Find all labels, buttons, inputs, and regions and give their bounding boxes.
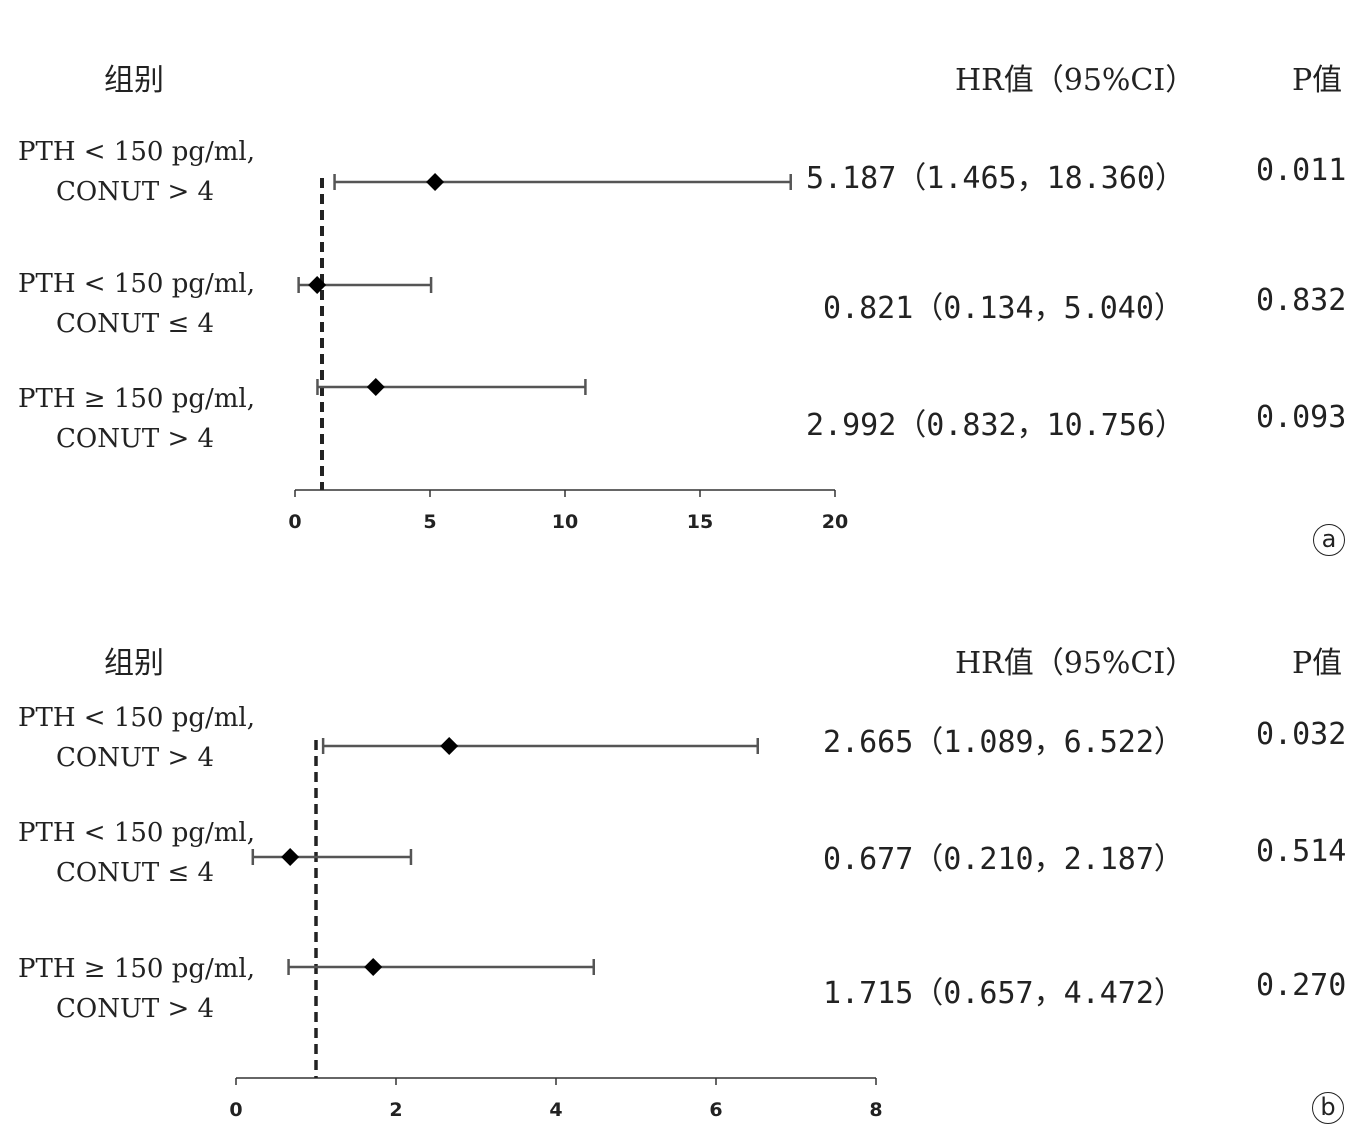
- p-header: P值: [1292, 63, 1343, 98]
- hr-ci-text: 5.187（1.465，18.360）: [806, 161, 1185, 196]
- group-label-line2: CONUT > 4: [56, 177, 215, 207]
- hr-ci-text: 2.992（0.832，10.756）: [806, 408, 1185, 443]
- group-label-line2: CONUT > 4: [56, 743, 215, 773]
- x-tick-label: 6: [709, 1099, 722, 1121]
- hr-point: [426, 173, 445, 191]
- hr-ci-text: 0.677（0.210，2.187）: [823, 842, 1184, 877]
- x-tick-label: 15: [687, 511, 713, 533]
- hr-header: HR值（95%CI）: [955, 63, 1196, 98]
- group-header: 组别: [104, 646, 164, 681]
- forest-plot-a: 0 5 10 15 20: [288, 173, 848, 533]
- p-header: P值: [1292, 646, 1343, 681]
- group-label-line2: CONUT > 4: [56, 424, 215, 454]
- forest-plot-b: 0 2 4 6 8: [229, 737, 883, 1121]
- group-label-line2: CONUT ≤ 4: [56, 858, 215, 888]
- hr-ci-text: 1.715（0.657，4.472）: [823, 976, 1184, 1011]
- p-value-text: 0.093: [1256, 400, 1347, 435]
- panel-label-a: a: [1313, 524, 1345, 556]
- x-tick-label: 8: [869, 1099, 882, 1121]
- forest-panel-a: 0 5 10 15 20 组别 HR值（95%CI） P值 PTH < 150 pg/m…: [0, 0, 1358, 565]
- hr-ci-text: 2.665（1.089，6.522）: [823, 725, 1184, 760]
- x-tick-label: 2: [389, 1099, 402, 1121]
- group-label-line1: PTH < 150 pg/ml,: [18, 703, 255, 733]
- group-label-line1: PTH < 150 pg/ml,: [18, 818, 255, 848]
- hr-header: HR值（95%CI）: [955, 646, 1196, 681]
- panel-label-b: b: [1312, 1092, 1344, 1124]
- p-value-text: 0.514: [1256, 834, 1347, 869]
- x-tick-label: 20: [822, 511, 848, 533]
- p-value-text: 0.270: [1256, 968, 1347, 1003]
- hr-point: [308, 276, 327, 294]
- group-label-line1: PTH ≥ 150 pg/ml,: [18, 384, 255, 414]
- x-tick-label: 0: [229, 1099, 242, 1121]
- group-header: 组别: [104, 63, 164, 98]
- hr-point: [364, 958, 383, 976]
- p-value-text: 0.011: [1256, 153, 1347, 188]
- x-tick-label: 0: [288, 511, 301, 533]
- group-label-line2: CONUT > 4: [56, 994, 215, 1024]
- hr-ci-text: 0.821（0.134，5.040）: [823, 291, 1184, 326]
- hr-point: [440, 737, 459, 755]
- group-label-line1: PTH ≥ 150 pg/ml,: [18, 954, 255, 984]
- x-tick-label: 4: [549, 1099, 562, 1121]
- group-label-line1: PTH < 150 pg/ml,: [18, 269, 255, 299]
- p-value-text: 0.832: [1256, 283, 1347, 318]
- group-label-line2: CONUT ≤ 4: [56, 309, 215, 339]
- hr-point: [366, 378, 385, 396]
- x-tick-label: 10: [552, 511, 578, 533]
- group-label-line1: PTH < 150 pg/ml,: [18, 137, 255, 167]
- hr-point: [281, 848, 300, 866]
- x-tick-label: 5: [423, 511, 436, 533]
- p-value-text: 0.032: [1256, 717, 1347, 752]
